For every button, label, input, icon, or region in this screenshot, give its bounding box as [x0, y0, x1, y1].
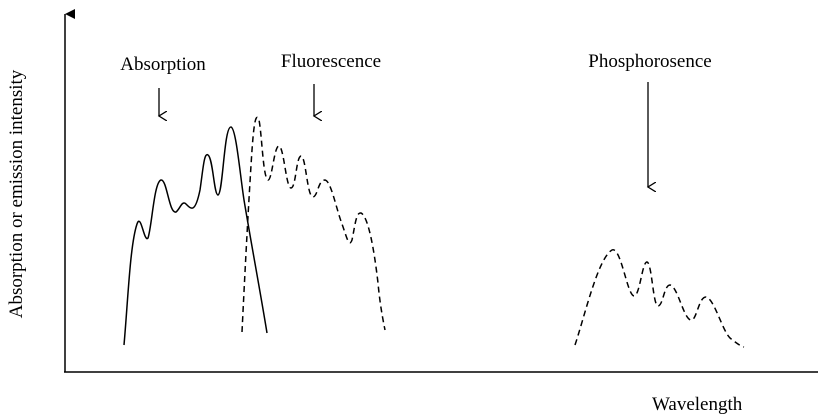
- phosphorescence-curve: [574, 249, 745, 348]
- fluorescence-curve: [241, 116, 386, 333]
- absorption-curve: [123, 126, 268, 346]
- absorption-label: Absorption: [120, 54, 206, 75]
- x-axis-label: Wavelength: [652, 394, 743, 415]
- fluorescence-label: Fluorescence: [281, 51, 381, 72]
- phosphorescence-label: Phosphorosence: [588, 51, 711, 72]
- y-axis-label: Absorption or emission intensity: [6, 69, 27, 318]
